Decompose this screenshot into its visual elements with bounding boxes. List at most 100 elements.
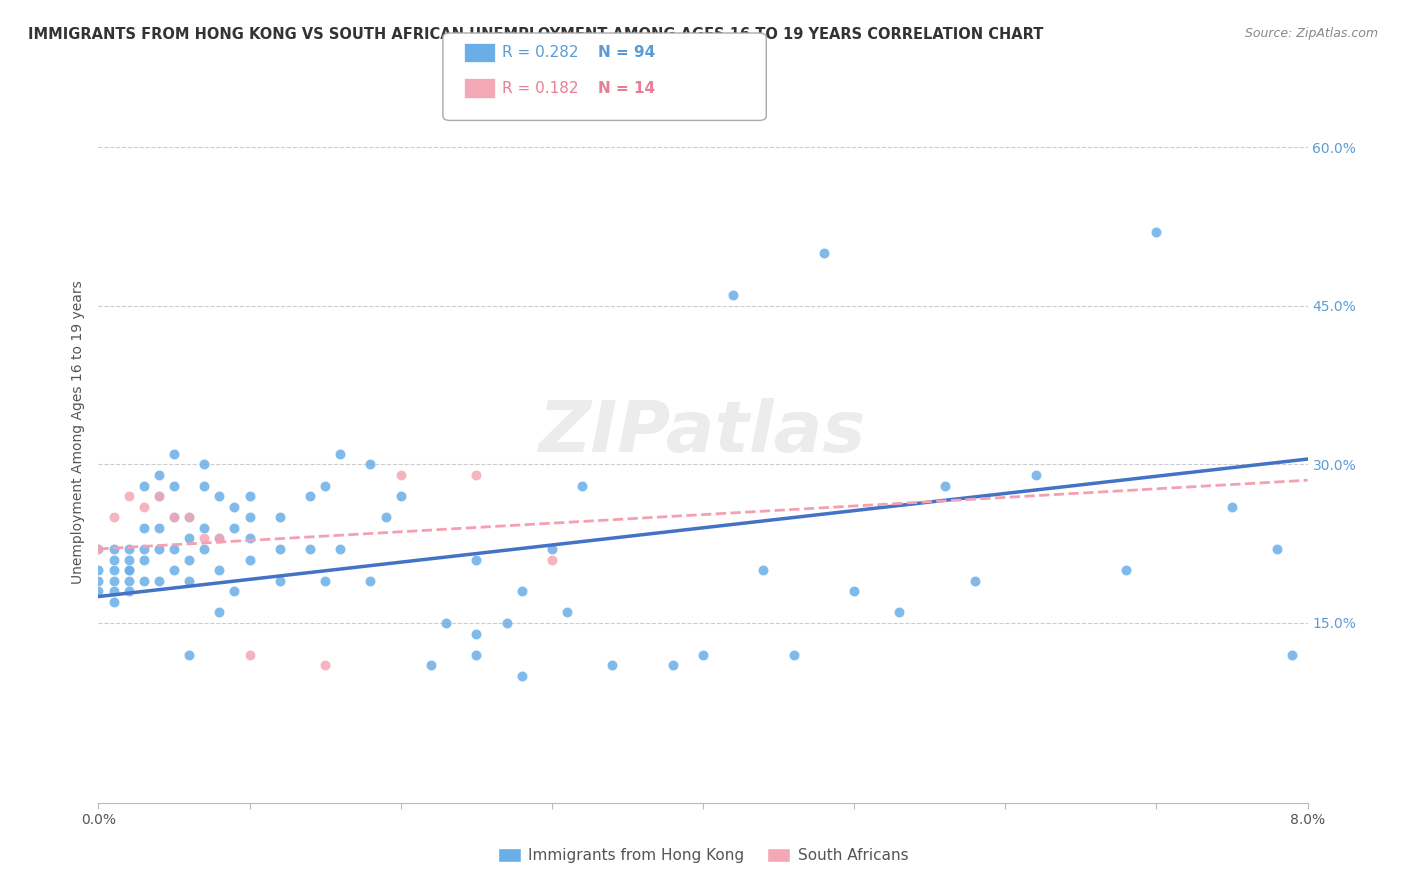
Point — [118, 584, 141, 599]
Point — [118, 574, 141, 588]
Point — [692, 648, 714, 662]
Text: ZIPatlas: ZIPatlas — [540, 398, 866, 467]
Point — [269, 574, 291, 588]
Point — [314, 574, 336, 588]
Point — [269, 510, 291, 524]
Point — [148, 574, 170, 588]
Point — [465, 626, 488, 640]
Point — [224, 584, 246, 599]
Point — [889, 606, 911, 620]
Point — [148, 541, 170, 556]
Point — [103, 510, 125, 524]
Point — [103, 584, 125, 599]
Point — [87, 574, 110, 588]
Point — [163, 510, 186, 524]
Text: N = 94: N = 94 — [598, 45, 655, 60]
Point — [465, 552, 488, 566]
Point — [239, 489, 262, 503]
Point — [555, 606, 578, 620]
Point — [661, 658, 683, 673]
Point — [87, 563, 110, 577]
Point — [239, 552, 262, 566]
Point — [224, 500, 246, 514]
Point — [329, 541, 352, 556]
Point — [163, 541, 186, 556]
Point — [239, 648, 262, 662]
Text: R = 0.282: R = 0.282 — [502, 45, 578, 60]
Point — [179, 510, 201, 524]
Point — [510, 669, 533, 683]
Point — [163, 478, 186, 492]
Point — [1144, 225, 1167, 239]
Point — [224, 521, 246, 535]
Point — [934, 478, 956, 492]
Point — [148, 489, 170, 503]
Point — [163, 563, 186, 577]
Point — [329, 447, 352, 461]
Point — [1327, 467, 1350, 482]
Point — [208, 489, 231, 503]
Point — [602, 658, 624, 673]
Point — [239, 532, 262, 546]
Point — [179, 532, 201, 546]
Point — [571, 478, 593, 492]
Text: IMMIGRANTS FROM HONG KONG VS SOUTH AFRICAN UNEMPLOYMENT AMONG AGES 16 TO 19 YEAR: IMMIGRANTS FROM HONG KONG VS SOUTH AFRIC… — [28, 27, 1043, 42]
Point — [132, 574, 155, 588]
Point — [1341, 574, 1364, 588]
Point — [723, 288, 745, 302]
Point — [148, 521, 170, 535]
Point — [148, 489, 170, 503]
Point — [87, 541, 110, 556]
Point — [752, 563, 775, 577]
Point — [434, 615, 457, 630]
Point — [239, 510, 262, 524]
Point — [208, 606, 231, 620]
Point — [299, 541, 322, 556]
Point — [540, 541, 562, 556]
Point — [193, 521, 215, 535]
Point — [179, 648, 201, 662]
Point — [359, 458, 381, 472]
Y-axis label: Unemployment Among Ages 16 to 19 years: Unemployment Among Ages 16 to 19 years — [70, 281, 84, 584]
Point — [495, 615, 517, 630]
Point — [314, 658, 336, 673]
Point — [132, 500, 155, 514]
Legend: Immigrants from Hong Kong, South Africans: Immigrants from Hong Kong, South African… — [492, 842, 914, 869]
Point — [1281, 648, 1303, 662]
Point — [510, 584, 533, 599]
Point — [87, 541, 110, 556]
Point — [193, 541, 215, 556]
Point — [103, 595, 125, 609]
Point — [179, 510, 201, 524]
Point — [389, 489, 412, 503]
Point — [103, 552, 125, 566]
Point — [208, 563, 231, 577]
Point — [163, 510, 186, 524]
Point — [540, 552, 562, 566]
Point — [118, 563, 141, 577]
Point — [103, 574, 125, 588]
Point — [1220, 500, 1243, 514]
Text: N = 14: N = 14 — [598, 81, 655, 95]
Text: Source: ZipAtlas.com: Source: ZipAtlas.com — [1244, 27, 1378, 40]
Point — [118, 489, 141, 503]
Point — [314, 478, 336, 492]
Point — [193, 458, 215, 472]
Text: R = 0.182: R = 0.182 — [502, 81, 578, 95]
Point — [299, 489, 322, 503]
Point — [374, 510, 396, 524]
Point — [118, 552, 141, 566]
Point — [782, 648, 804, 662]
Point — [269, 541, 291, 556]
Point — [118, 541, 141, 556]
Point — [163, 447, 186, 461]
Point — [179, 552, 201, 566]
Point — [132, 552, 155, 566]
Point — [813, 245, 835, 260]
Point — [132, 541, 155, 556]
Point — [1024, 467, 1046, 482]
Point — [208, 532, 231, 546]
Point — [359, 574, 381, 588]
Point — [844, 584, 866, 599]
Point — [103, 541, 125, 556]
